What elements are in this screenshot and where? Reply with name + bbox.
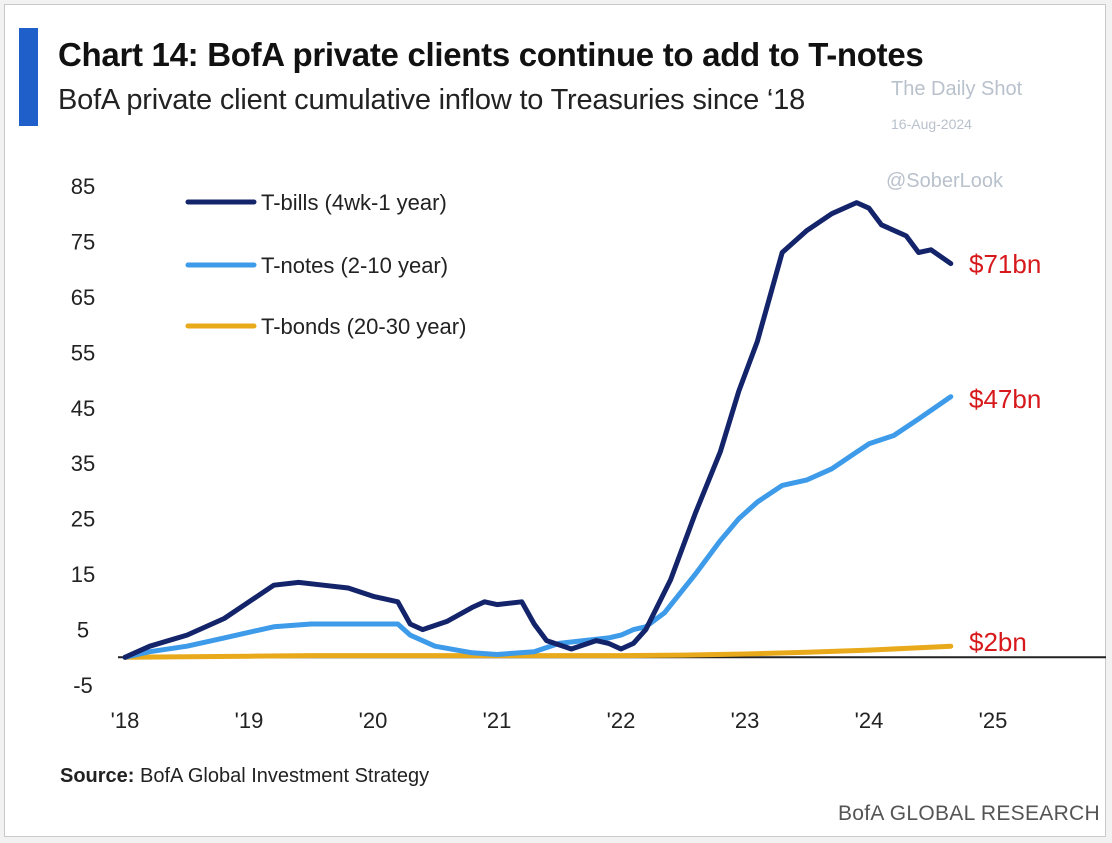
brand-footer: BofA GLOBAL RESEARCH: [838, 802, 1100, 825]
title-accent-bar: [19, 28, 38, 126]
y-tick-label: 55: [71, 340, 95, 365]
x-axis: '18 '19 '20 '21 '22 '23 '24 '25: [111, 708, 1008, 733]
y-tick-label: 15: [71, 562, 95, 587]
y-tick-label: 75: [71, 229, 95, 254]
source-text: BofA Global Investment Strategy: [140, 765, 430, 787]
source-label: Source:: [60, 765, 135, 787]
watermark-date: 16-Aug-2024: [891, 116, 972, 132]
series-line-t-notes: [122, 394, 954, 660]
chart-frame: [4, 4, 1106, 837]
end-value-label: $71bn: [969, 249, 1041, 279]
legend-label: T-bonds (20-30 year): [261, 314, 466, 339]
y-tick-label: 45: [71, 396, 95, 421]
y-tick-label: 5: [77, 618, 89, 643]
x-tick-label: '18: [111, 708, 140, 733]
series-line-t-bills: [122, 200, 954, 660]
y-tick-label: 85: [71, 174, 95, 199]
watermark-handle: @SoberLook: [886, 170, 1004, 192]
series-line-t-bonds: [122, 643, 954, 660]
y-tick-label: -5: [73, 673, 93, 698]
x-tick-label: '20: [359, 708, 388, 733]
y-tick-label: 35: [71, 451, 95, 476]
end-value-label: $2bn: [969, 627, 1027, 657]
x-tick-label: '24: [855, 708, 884, 733]
x-tick-label: '25: [979, 708, 1008, 733]
x-tick-label: '19: [235, 708, 264, 733]
x-tick-label: '22: [607, 708, 636, 733]
watermark-daily-shot: The Daily Shot: [891, 78, 1023, 100]
legend-label: T-bills (4wk-1 year): [261, 190, 447, 215]
legend-label: T-notes (2-10 year): [261, 253, 448, 278]
source-note: Source: BofA Global Investment Strategy: [60, 765, 429, 788]
y-tick-label: 65: [71, 285, 95, 310]
end-labels: $71bn $47bn $2bn: [969, 249, 1041, 657]
x-tick-label: '23: [731, 708, 760, 733]
y-tick-label: 25: [71, 507, 95, 532]
chart-subtitle: BofA private client cumulative inflow to…: [58, 84, 805, 116]
series-lines: [122, 200, 954, 660]
legend: T-bills (4wk-1 year) T-notes (2-10 year) T…: [185, 190, 466, 339]
chart-title: Chart 14: BofA private clients continue …: [58, 36, 924, 73]
end-value-label: $47bn: [969, 384, 1041, 414]
x-tick-label: '21: [483, 708, 512, 733]
y-axis: -5 5 15 25 35 45 55 65 75 85: [71, 174, 95, 698]
